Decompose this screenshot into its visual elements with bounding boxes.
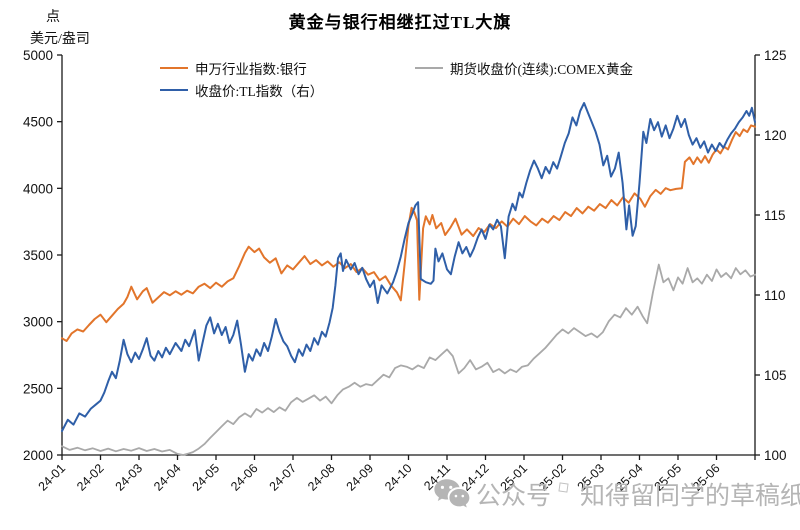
- tick-label: 2500: [23, 381, 53, 396]
- tick-label: 4500: [23, 115, 53, 130]
- tick-label: 24-03: [113, 461, 146, 494]
- tick-label: 24-01: [36, 461, 69, 494]
- tick-label: 24-09: [344, 461, 377, 494]
- watermark-separator-icon: [558, 481, 569, 493]
- series-line-tl-index: [61, 102, 756, 432]
- legend-item-bank-index: 申万行业指数:银行: [160, 60, 307, 77]
- tick-label: 24-02: [74, 461, 107, 494]
- legend-swatch-blue: [160, 88, 188, 92]
- tick-label: 105: [764, 368, 787, 383]
- tick-label: 115: [764, 208, 786, 223]
- tick-label: 2000: [23, 448, 53, 463]
- tick-label: 100: [764, 448, 787, 463]
- tick-label: 5000: [23, 48, 53, 63]
- legend-swatch-orange: [160, 66, 188, 70]
- tick-label: 110: [764, 288, 786, 303]
- wechat-icon: [434, 479, 470, 508]
- tick-label: 4000: [23, 181, 53, 196]
- tick-label: 3000: [23, 315, 53, 330]
- tick-label: 24-06: [228, 461, 261, 494]
- chart-title: 黄金与银行相继扛过TL大旗: [288, 13, 512, 32]
- tick-label: 24-07: [267, 461, 300, 494]
- tick-label: 120: [764, 128, 787, 143]
- watermark: 公众号 知得留同学的草稿纸: [433, 476, 800, 512]
- legend-item-tl-index: 收盘价:TL指数（右）: [160, 82, 324, 99]
- series-line-comex-gold: [61, 263, 756, 456]
- left-axis-unit-points: 点: [46, 10, 60, 25]
- tick-label: 24-04: [151, 461, 184, 494]
- legend-label-tl-index: 收盘价:TL指数（右）: [195, 84, 324, 99]
- watermark-name: 知得留同学的草稿纸: [580, 483, 800, 510]
- series-line-bank-index: [61, 124, 756, 342]
- tick-label: 24-05: [190, 461, 223, 494]
- legend-item-comex-gold: 期货收盘价(连续):COMEX黄金: [415, 60, 633, 77]
- tick-label: 125: [764, 48, 787, 63]
- tick-label: 24-10: [382, 461, 415, 494]
- tick-label: 3500: [23, 248, 53, 263]
- legend-label-comex-gold: 期货收盘价(连续):COMEX黄金: [450, 62, 633, 77]
- tick-label: 24-08: [305, 461, 338, 494]
- legend-swatch-gray: [415, 66, 443, 70]
- watermark-label: 公众号: [476, 483, 552, 510]
- legend-label-bank-index: 申万行业指数:银行: [195, 62, 307, 77]
- left-axis-unit-usd-per-ounce: 美元/盎司: [30, 32, 90, 47]
